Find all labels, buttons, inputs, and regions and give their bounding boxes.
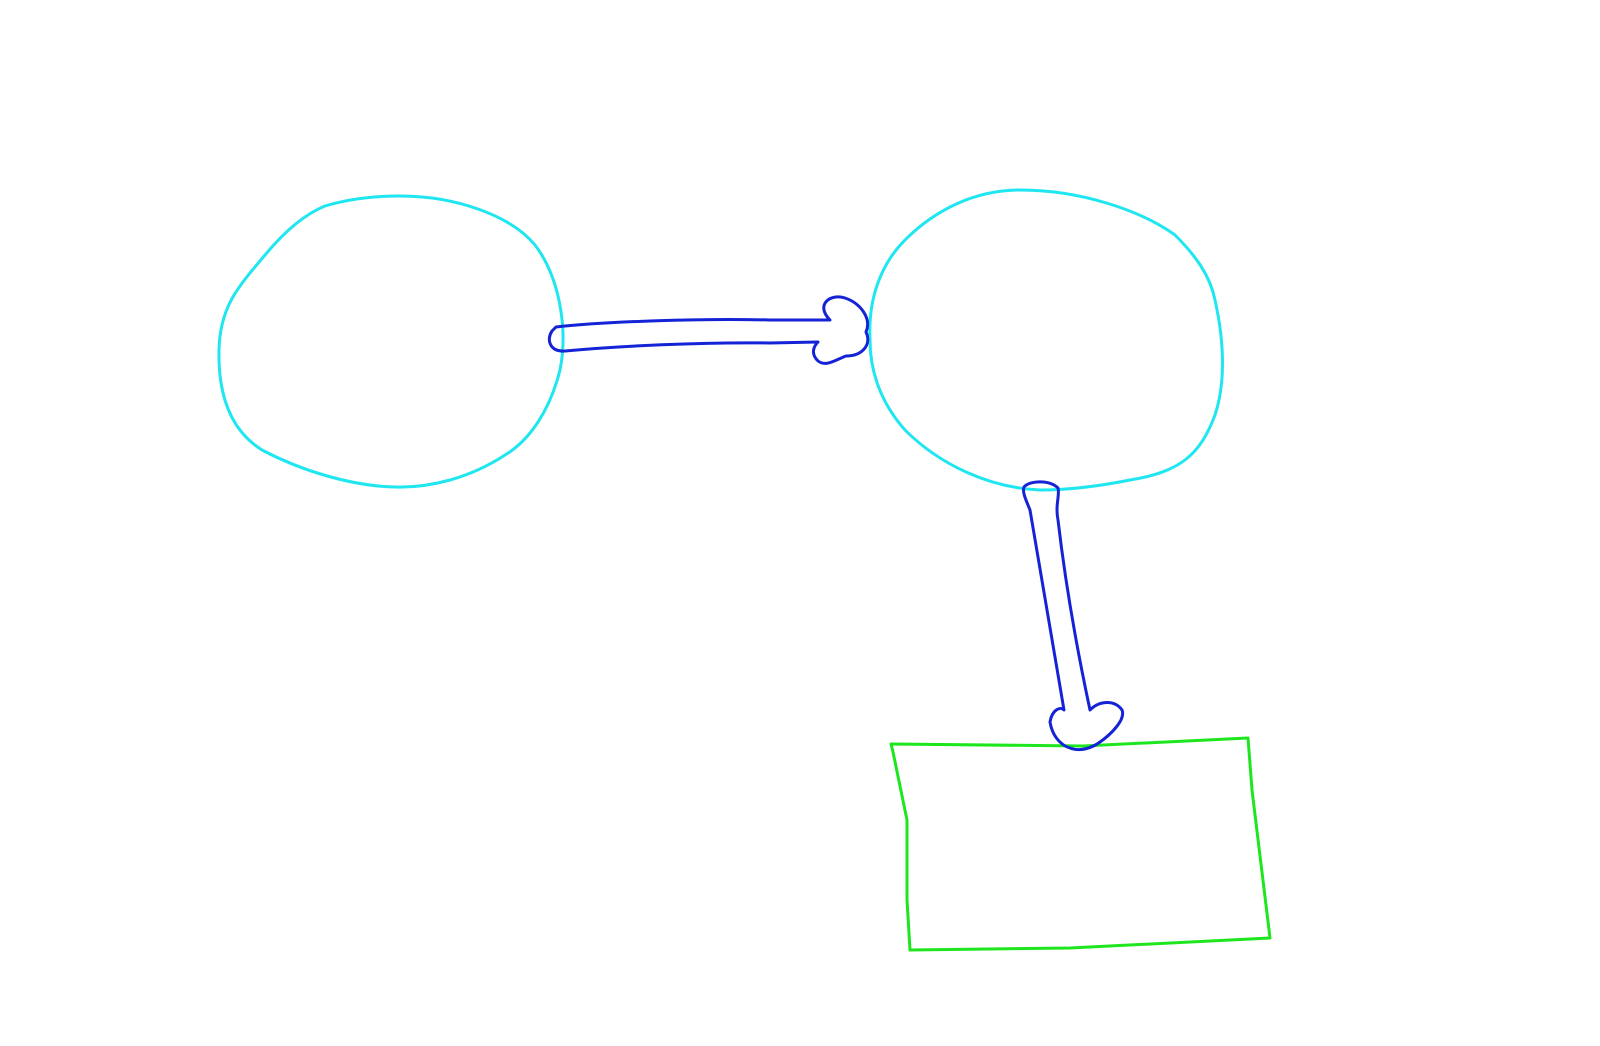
- arrow-horizontal[interactable]: [547, 295, 870, 365]
- arrow-vertical[interactable]: [1022, 480, 1125, 752]
- rectangle-bottom[interactable]: [889, 736, 1272, 952]
- ellipse-right[interactable]: [868, 188, 1224, 492]
- ellipse-left[interactable]: [217, 194, 565, 489]
